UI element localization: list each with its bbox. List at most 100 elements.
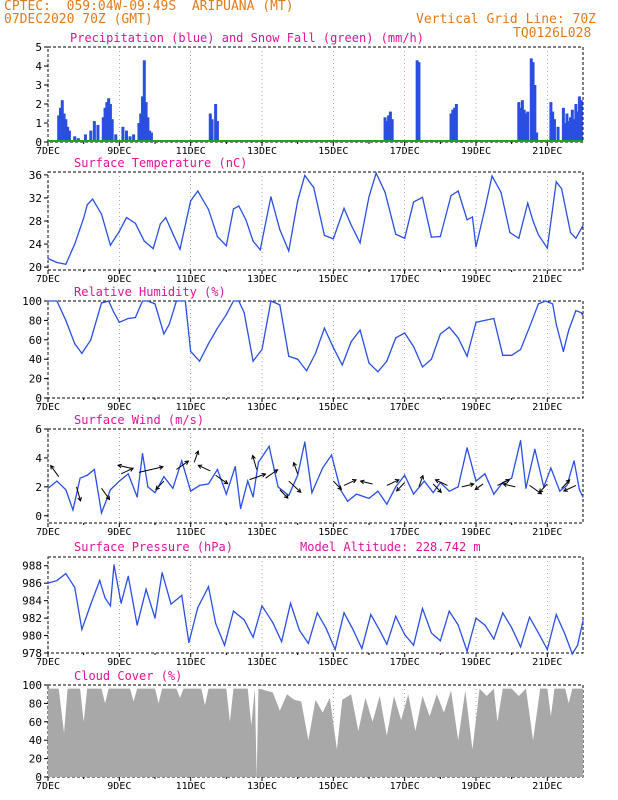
rh-point xyxy=(350,341,352,343)
panel-frame xyxy=(47,46,584,143)
wind-arrow xyxy=(215,474,228,485)
x-tick-label: 13DEC xyxy=(247,657,277,668)
x-tick-label: 19DEC xyxy=(461,274,491,285)
x-tick-label: 13DEC xyxy=(247,274,277,285)
precip-bar xyxy=(210,119,214,142)
y-tick-label: 0 xyxy=(35,771,42,784)
wind-arrow-head xyxy=(117,463,123,469)
wind-point xyxy=(93,468,95,471)
y-tick-label: 100 xyxy=(22,295,42,308)
wind-point xyxy=(72,509,74,511)
precip-bar xyxy=(66,126,70,142)
pressure-point xyxy=(448,610,450,612)
y-tick-label: 36 xyxy=(29,169,42,182)
precip-bar xyxy=(58,107,62,142)
precip-bar xyxy=(144,102,148,142)
wind-point xyxy=(118,480,120,482)
pressure-point xyxy=(104,597,106,599)
wind-point xyxy=(240,507,242,510)
wind-point xyxy=(347,500,349,502)
x-tick-label: 9DEC xyxy=(107,527,131,538)
x-tick-label: 21DEC xyxy=(532,274,562,285)
temp-point xyxy=(190,200,192,202)
x-tick-label: 7DEC xyxy=(36,274,60,285)
precip-bar xyxy=(146,117,150,142)
precip-bar xyxy=(449,113,453,142)
x-tick-label: 9DEC xyxy=(107,402,131,413)
pressure-point xyxy=(81,628,83,631)
temp-point xyxy=(555,181,557,183)
x-tick-label: 15DEC xyxy=(318,781,348,792)
wind-arrow xyxy=(120,467,134,475)
panel-temp xyxy=(44,171,584,274)
x-tick-label: 7DEC xyxy=(36,781,60,792)
precip-bar xyxy=(453,107,457,142)
x-tick-label: 13DEC xyxy=(247,402,277,413)
pressure-point xyxy=(215,622,217,624)
x-tick-label: 9DEC xyxy=(107,274,131,285)
pressure-series-line xyxy=(47,564,584,656)
wind-arrow xyxy=(249,473,266,481)
pressure-point xyxy=(546,648,548,651)
y-tick-label: 2 xyxy=(35,98,42,111)
wind-arrow-head xyxy=(283,494,289,499)
pressure-point xyxy=(439,640,441,642)
x-tick-label: 9DEC xyxy=(107,657,131,668)
rh-series-line xyxy=(48,300,584,373)
x-tick-label: 7DEC xyxy=(36,402,60,413)
wind-point xyxy=(432,492,434,494)
rh-point xyxy=(232,300,235,302)
wind-arrow-head xyxy=(129,467,135,472)
panel-rh xyxy=(44,300,584,402)
y-tick-label: 0 xyxy=(35,510,42,523)
rh-point xyxy=(238,300,240,302)
pressure-point xyxy=(582,620,584,622)
temp-point xyxy=(384,191,386,193)
wind-point xyxy=(172,487,174,489)
wind-point xyxy=(154,492,156,494)
x-tick-label: 11DEC xyxy=(176,402,206,413)
y-tick-label: 2 xyxy=(35,481,42,494)
wind-point xyxy=(181,460,183,462)
x-tick-label: 21DEC xyxy=(532,527,562,538)
precip-bar xyxy=(549,102,553,142)
temp-point xyxy=(527,202,529,204)
temp-point xyxy=(457,190,459,192)
rh-point xyxy=(484,319,486,321)
wind-point xyxy=(257,461,260,463)
x-tick-label: 19DEC xyxy=(461,402,491,413)
temp-point xyxy=(439,235,441,238)
pressure-point xyxy=(466,650,468,652)
rh-point xyxy=(56,300,58,302)
x-tick-label: 19DEC xyxy=(461,527,491,538)
pressure-point xyxy=(65,572,67,575)
pressure-point xyxy=(120,602,122,604)
pressure-point xyxy=(127,575,129,577)
rh-point xyxy=(118,321,120,323)
rh-point xyxy=(430,358,433,360)
x-tick-label: 19DEC xyxy=(461,657,491,668)
panel-frame xyxy=(47,171,584,271)
x-tick-label: 11DEC xyxy=(176,657,206,668)
x-tick-label: 11DEC xyxy=(176,146,206,157)
panel-title: Surface Pressure (hPa) xyxy=(74,540,233,554)
x-tick-label: 13DEC xyxy=(247,781,277,792)
wind-arrow-head xyxy=(502,482,508,488)
rh-point xyxy=(568,329,570,331)
y-tick-label: 60 xyxy=(29,716,42,729)
pressure-point xyxy=(298,629,301,631)
temp-point xyxy=(546,247,548,249)
rh-point xyxy=(575,310,577,312)
temp-point xyxy=(279,229,281,231)
x-tick-label: 13DEC xyxy=(247,527,277,538)
pressure-point xyxy=(537,632,540,634)
wind-arrow xyxy=(117,464,131,469)
temp-point xyxy=(575,237,577,239)
wind-arrow xyxy=(432,483,442,493)
y-tick-label: 60 xyxy=(29,334,42,347)
pressure-point xyxy=(511,627,513,629)
pressure-point xyxy=(395,615,397,617)
temp-point xyxy=(152,248,154,250)
temp-point xyxy=(491,175,493,177)
y-tick-label: 978 xyxy=(22,647,42,660)
